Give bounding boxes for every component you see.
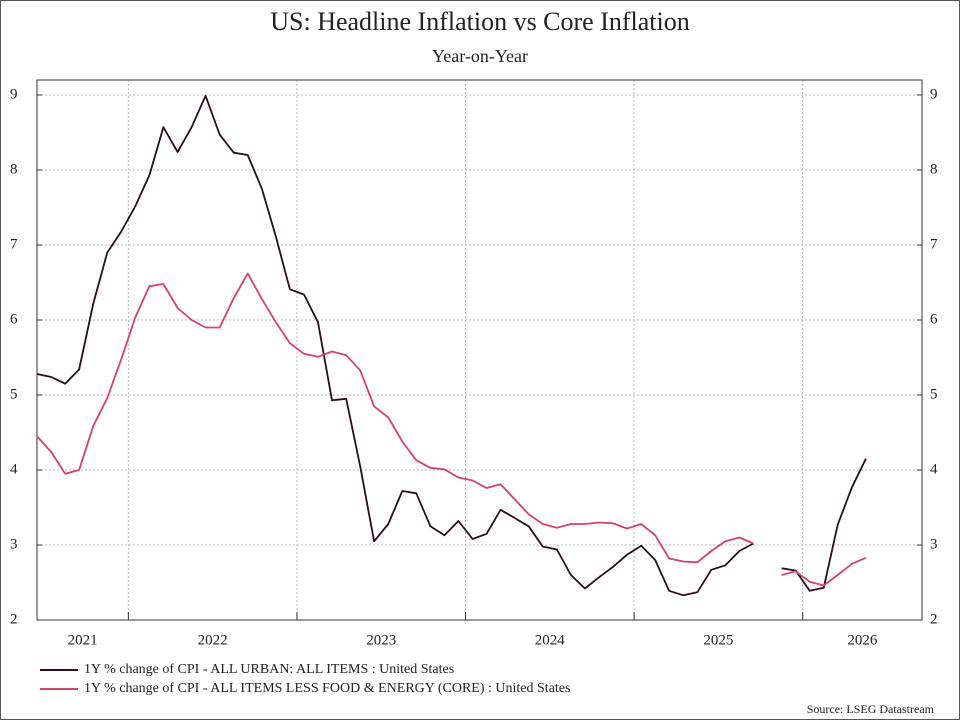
y-tick-label: 2 — [10, 611, 18, 627]
chart-title: US: Headline Inflation vs Core Inflation — [270, 7, 690, 36]
y-tick-label: 5 — [10, 386, 18, 402]
y2-tick-label: 5 — [930, 386, 938, 402]
plot-frame — [36, 79, 923, 621]
x-tick-label: 2024 — [535, 632, 566, 648]
y2-tick-label: 8 — [930, 161, 938, 177]
source: Source: LSEG Datastream — [807, 702, 935, 716]
legend-label: 1Y % change of CPI - ALL ITEMS LESS FOOD… — [84, 681, 570, 696]
y-tick-label: 9 — [10, 86, 18, 102]
y2-tick-label: 7 — [930, 236, 938, 252]
y-tick-label: 3 — [10, 536, 18, 552]
y-tick-label: 7 — [10, 236, 18, 252]
series-line — [36, 272, 867, 587]
y-tick-label: 4 — [10, 461, 18, 477]
y2-tick-label: 6 — [930, 311, 938, 327]
legend-label: 1Y % change of CPI - ALL URBAN: ALL ITEM… — [84, 662, 454, 677]
y2-tick-label: 2 — [930, 611, 938, 627]
x-tick-label: 2022 — [198, 632, 228, 648]
chart-subtitle: Year-on-Year — [432, 46, 528, 66]
x-tick-label: 2021 — [68, 632, 98, 648]
y-tick-label: 8 — [10, 161, 18, 177]
y-tick-label: 6 — [10, 311, 18, 327]
y2-tick-label: 3 — [930, 536, 938, 552]
y2-tick-label: 4 — [930, 461, 938, 477]
x-tick-label: 2025 — [703, 632, 733, 648]
x-tick-label: 2026 — [847, 632, 878, 648]
x-tick-label: 2023 — [366, 632, 396, 648]
y2-tick-label: 9 — [930, 86, 938, 102]
